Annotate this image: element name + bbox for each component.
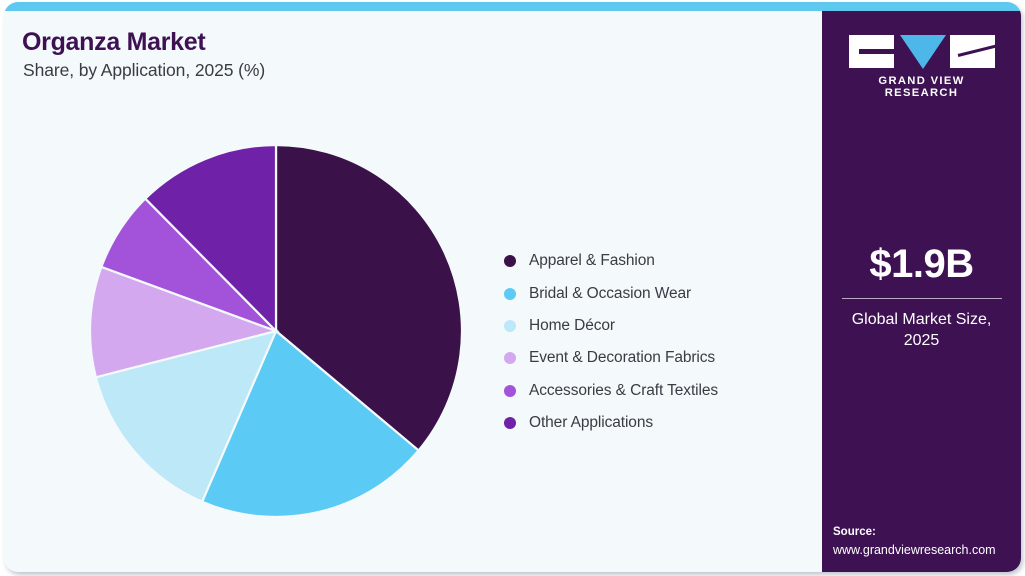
legend-item-label: Other Applications xyxy=(529,414,653,432)
pie-chart xyxy=(89,144,463,518)
legend-item-label: Bridal & Occasion Wear xyxy=(529,284,692,302)
legend-color-swatch-icon xyxy=(504,417,516,430)
page-title: Organza Market xyxy=(22,28,206,56)
market-size-value: $1.9B xyxy=(869,242,974,286)
logo-r-icon xyxy=(949,35,995,68)
legend-item[interactable]: Event & Decoration Fabrics xyxy=(504,342,718,374)
pie-slice[interactable] xyxy=(94,329,278,504)
legend-color-swatch-icon xyxy=(504,352,516,365)
logo-wordmark: GRAND VIEW RESEARCH xyxy=(878,75,965,99)
logo-g-icon xyxy=(848,35,894,68)
pie-slice[interactable] xyxy=(89,265,280,379)
chart-legend: Apparel & Fashion Bridal & Occasion Wear H… xyxy=(504,245,718,439)
market-size-stat: $1.9B Global Market Size, 2025 xyxy=(822,244,1021,351)
legend-item-label: Event & Decoration Fabrics xyxy=(529,349,716,367)
market-size-label: Global Market Size, 2025 xyxy=(851,311,992,350)
stat-divider xyxy=(841,298,1002,299)
page-subtitle: Share, by Application, 2025 (%) xyxy=(23,60,266,80)
legend-item[interactable]: Accessories & Craft Textiles xyxy=(504,375,718,407)
top-accent-bar xyxy=(4,2,1021,11)
legend-item[interactable]: Bridal & Occasion Wear xyxy=(504,277,718,309)
legend-color-swatch-icon xyxy=(504,287,516,300)
source-block: Source: www.grandviewresearch.com xyxy=(833,524,996,559)
source-url[interactable]: www.grandviewresearch.com xyxy=(833,542,996,557)
legend-item[interactable]: Other Applications xyxy=(504,407,718,439)
legend-item[interactable]: Home Décor xyxy=(504,310,718,342)
grand-view-research-logo: GRAND VIEW RESEARCH xyxy=(847,33,997,99)
brand-panel: GRAND VIEW RESEARCH $1.9B Global Market … xyxy=(822,11,1021,572)
chart-pane: Organza Market Share, by Application, 20… xyxy=(4,11,822,572)
legend-item-label: Accessories & Craft Textiles xyxy=(529,381,719,399)
source-title: Source: xyxy=(833,526,876,539)
infographic-card: Organza Market Share, by Application, 20… xyxy=(4,2,1021,572)
pie-chart-svg xyxy=(89,144,463,518)
pie-slice[interactable] xyxy=(143,144,278,334)
legend-color-swatch-icon xyxy=(504,384,516,397)
legend-item[interactable]: Apparel & Fashion xyxy=(504,245,718,277)
logo-v-triangle-icon xyxy=(899,35,946,69)
pie-slice[interactable] xyxy=(274,144,463,453)
legend-color-swatch-icon xyxy=(504,255,516,268)
legend-item-label: Home Décor xyxy=(529,316,615,334)
logo-marks xyxy=(848,33,995,69)
legend-color-swatch-icon xyxy=(504,319,516,332)
legend-item-label: Apparel & Fashion xyxy=(529,252,655,270)
